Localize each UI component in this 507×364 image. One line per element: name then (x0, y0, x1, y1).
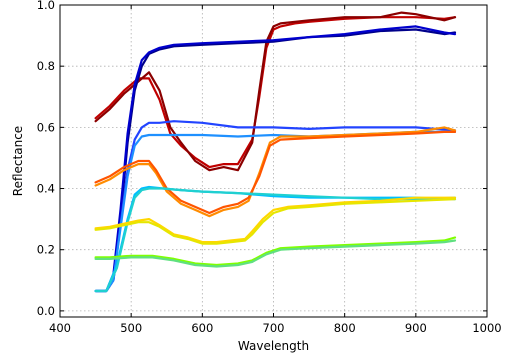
series-line-2 (94, 11, 457, 172)
series-layer (94, 11, 457, 293)
series-line-12 (94, 198, 457, 245)
series-line-7 (94, 126, 457, 218)
series-line-4 (94, 25, 457, 293)
x-tick-label: 1000 (472, 321, 501, 335)
series-line-14 (94, 239, 457, 268)
x-tick-label: 900 (405, 321, 427, 335)
x-axis-label: Wavelength (238, 339, 309, 353)
series-line-5 (94, 120, 457, 293)
y-tick-label: 0.6 (37, 120, 55, 134)
y-tick-label: 1.0 (37, 0, 55, 12)
tick-layer: 400 500 600 700 800 900 1000 0.0 0.2 0.4 0.6 0.8 1.0 (37, 0, 502, 335)
y-tick-label: 0.0 (37, 304, 55, 318)
series-line-8 (94, 130, 457, 215)
series-line-9 (94, 185, 457, 293)
y-tick-label: 0.8 (37, 59, 55, 73)
y-axis-label: Reflectance (11, 126, 25, 196)
series-line-13 (94, 236, 457, 267)
x-tick-label: 400 (49, 321, 71, 335)
series-line-1 (94, 16, 457, 169)
series-line-10 (94, 187, 457, 293)
x-tick-label: 700 (263, 321, 285, 335)
x-tick-label: 500 (120, 321, 142, 335)
x-tick-label: 600 (191, 321, 213, 335)
y-tick-label: 0.4 (37, 182, 55, 196)
y-tick-label: 0.2 (37, 243, 55, 257)
series-line-11 (94, 196, 457, 244)
x-tick-label: 800 (334, 321, 356, 335)
